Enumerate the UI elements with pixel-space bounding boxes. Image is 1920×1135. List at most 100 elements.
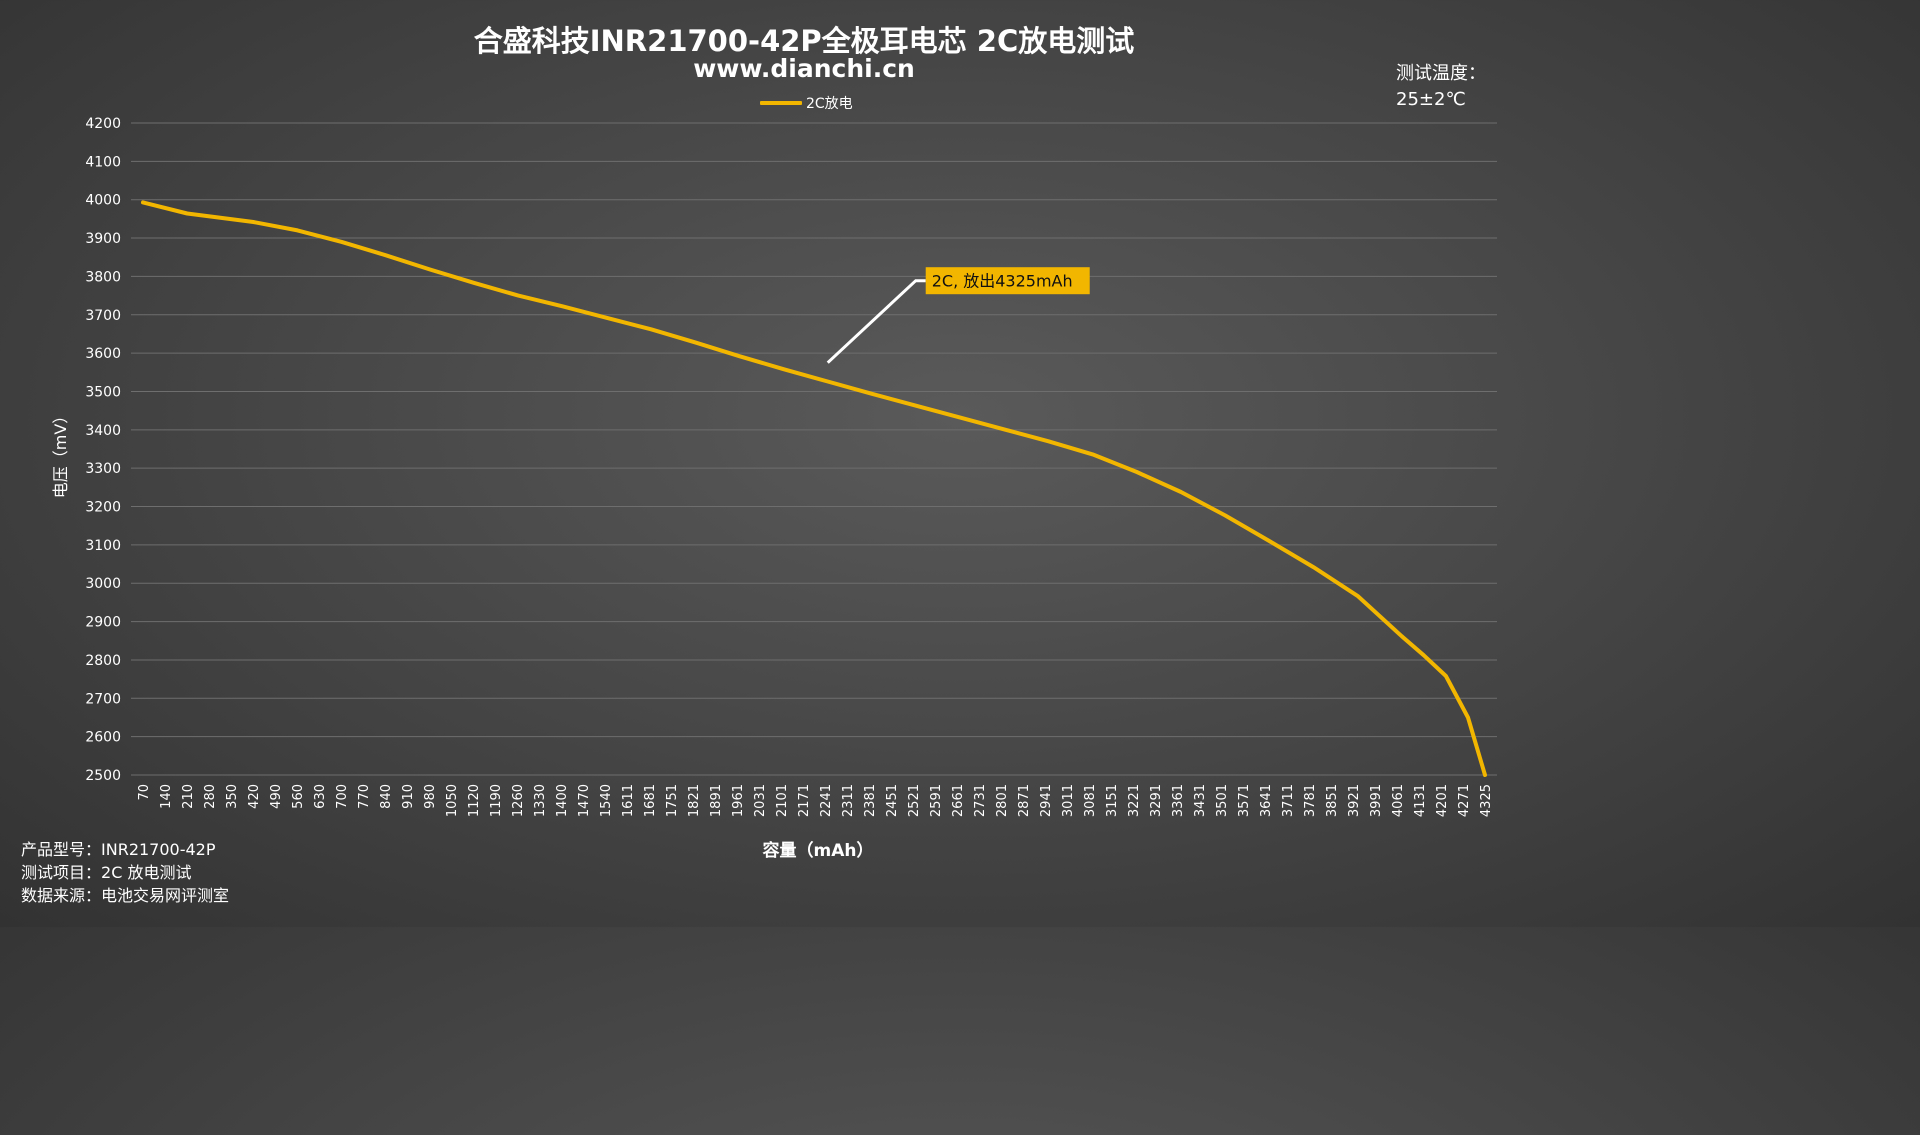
y-tick-label: 3400 [85, 423, 121, 439]
x-tick-label: 2661 [951, 784, 966, 817]
x-tick-label: 1751 [665, 784, 680, 817]
x-axis-label: 容量（mAh） [763, 840, 874, 861]
info-label: 测试项目： [21, 863, 102, 882]
x-tick-label: 1470 [577, 784, 592, 817]
x-tick-label: 3221 [1127, 784, 1142, 817]
x-tick-label: 770 [357, 784, 372, 809]
annotation-leader [826, 279, 926, 364]
x-tick-label: 560 [291, 784, 306, 809]
x-tick-label: 2451 [885, 784, 900, 817]
legend[interactable]: 2C放电 [760, 93, 853, 113]
y-tick-label: 4200 [85, 116, 121, 132]
x-tick-label: 2871 [1017, 784, 1032, 817]
temperature-label: 测试温度： [1396, 63, 1486, 84]
y-tick-label: 2600 [85, 730, 121, 746]
y-tick-label: 3800 [85, 269, 121, 285]
x-tick-label: 2591 [929, 784, 944, 817]
annotation-layer: 2C, 放出4325mAh [826, 267, 1090, 364]
y-tick-label: 3100 [85, 538, 121, 554]
x-tick-label: 1961 [731, 784, 746, 817]
x-tick-label: 1260 [511, 784, 526, 817]
x-tick-label: 420 [247, 784, 262, 809]
annotation-box [925, 267, 1090, 295]
info-label: 产品型号： [21, 840, 102, 859]
x-tick-label: 3571 [1237, 784, 1252, 817]
x-tick-label: 140 [159, 784, 174, 809]
x-tick-label: 3711 [1281, 784, 1296, 817]
grid-lines [131, 122, 1497, 776]
x-tick-label: 2241 [819, 784, 834, 817]
x-tick-label: 2101 [775, 784, 790, 817]
x-tick-label: 1050 [445, 784, 460, 817]
x-tick-label: 3851 [1325, 784, 1340, 817]
x-tick-label: 1120 [467, 784, 482, 817]
y-tick-label: 4000 [85, 193, 121, 209]
y-tick-label: 3600 [85, 346, 121, 362]
x-tick-label: 2521 [907, 784, 922, 817]
x-tick-label: 910 [401, 784, 416, 809]
x-tick-label: 210 [181, 784, 196, 809]
x-tick-label: 3151 [1105, 784, 1120, 817]
y-tick-label: 2500 [85, 768, 121, 784]
x-tick-label: 3431 [1193, 784, 1208, 817]
x-tick-label: 630 [313, 784, 328, 809]
y-tick-label: 2900 [85, 615, 121, 631]
x-tick-label: 2941 [1039, 784, 1054, 817]
y-tick-label: 3200 [85, 500, 121, 516]
info-value: 2C 放电测试 [101, 863, 192, 882]
info-block: 产品型号： INR21700-42P 测试项目： 2C 放电测试 数据来源： 电… [21, 838, 229, 907]
info-label: 数据来源： [21, 886, 102, 905]
y-tick-label: 3300 [85, 461, 121, 477]
x-tick-label: 3501 [1215, 784, 1230, 817]
legend-swatch [760, 101, 802, 105]
y-tick-label: 2700 [85, 691, 121, 707]
x-tick-labels: 70 140 210 280 350 420 490 560 630 700 770 840 910 98… [137, 784, 1494, 817]
temperature-value: 25±2℃ [1396, 89, 1466, 110]
x-tick-label: 490 [269, 784, 284, 809]
y-tick-label: 3900 [85, 231, 121, 247]
x-tick-label: 4325 [1479, 784, 1494, 817]
x-tick-label: 3991 [1369, 784, 1384, 817]
x-tick-label: 980 [423, 784, 438, 809]
x-tick-label: 2731 [973, 784, 988, 817]
x-tick-label: 3781 [1303, 784, 1318, 817]
x-tick-label: 1400 [555, 784, 570, 817]
info-row-source: 数据来源： 电池交易网评测室 [21, 884, 229, 907]
x-tick-label: 700 [335, 784, 350, 809]
x-tick-label: 3011 [1061, 784, 1076, 817]
x-tick-label: 4061 [1391, 784, 1406, 817]
y-tick-label: 3700 [85, 308, 121, 324]
x-tick-label: 3641 [1259, 784, 1274, 817]
x-tick-label: 3361 [1171, 784, 1186, 817]
chart-title: 合盛科技INR21700-42P全极耳电芯 2C放电测试 [473, 24, 1135, 58]
x-tick-label: 1891 [709, 784, 724, 817]
x-tick-label: 1681 [643, 784, 658, 817]
legend-label: 2C放电 [806, 96, 853, 112]
x-tick-label: 70 [137, 784, 152, 801]
x-tick-label: 3921 [1347, 784, 1362, 817]
y-tick-label: 2800 [85, 653, 121, 669]
x-tick-label: 4271 [1457, 784, 1472, 817]
y-tick-label: 3500 [85, 384, 121, 400]
x-tick-label: 1330 [533, 784, 548, 817]
y-axis-label: 电压（mV） [51, 408, 70, 499]
plot-area: 4200 4100 4000 3900 3800 3700 3600 3500 3400 3300… [51, 116, 1497, 861]
info-value: 电池交易网评测室 [101, 886, 230, 905]
temperature-note: 测试温度： 25±2℃ [1396, 61, 1486, 113]
x-tick-label: 350 [225, 784, 240, 809]
x-tick-label: 4131 [1413, 784, 1428, 817]
x-tick-label: 2801 [995, 784, 1010, 817]
x-tick-label: 3081 [1083, 784, 1098, 817]
info-value: INR21700-42P [101, 840, 216, 859]
annotation-label: 2C, 放出4325mAh [932, 272, 1073, 291]
x-tick-label: 2381 [863, 784, 878, 817]
series-layer [141, 200, 1487, 777]
y-tick-label: 3000 [85, 576, 121, 592]
x-tick-label: 280 [203, 784, 218, 809]
x-tick-label: 4201 [1435, 784, 1450, 817]
x-tick-label: 1611 [621, 784, 636, 817]
x-tick-label: 1821 [687, 784, 702, 817]
x-tick-label: 3291 [1149, 784, 1164, 817]
info-row-test-item: 测试项目： 2C 放电测试 [21, 861, 229, 884]
series-line[interactable] [141, 200, 1487, 777]
